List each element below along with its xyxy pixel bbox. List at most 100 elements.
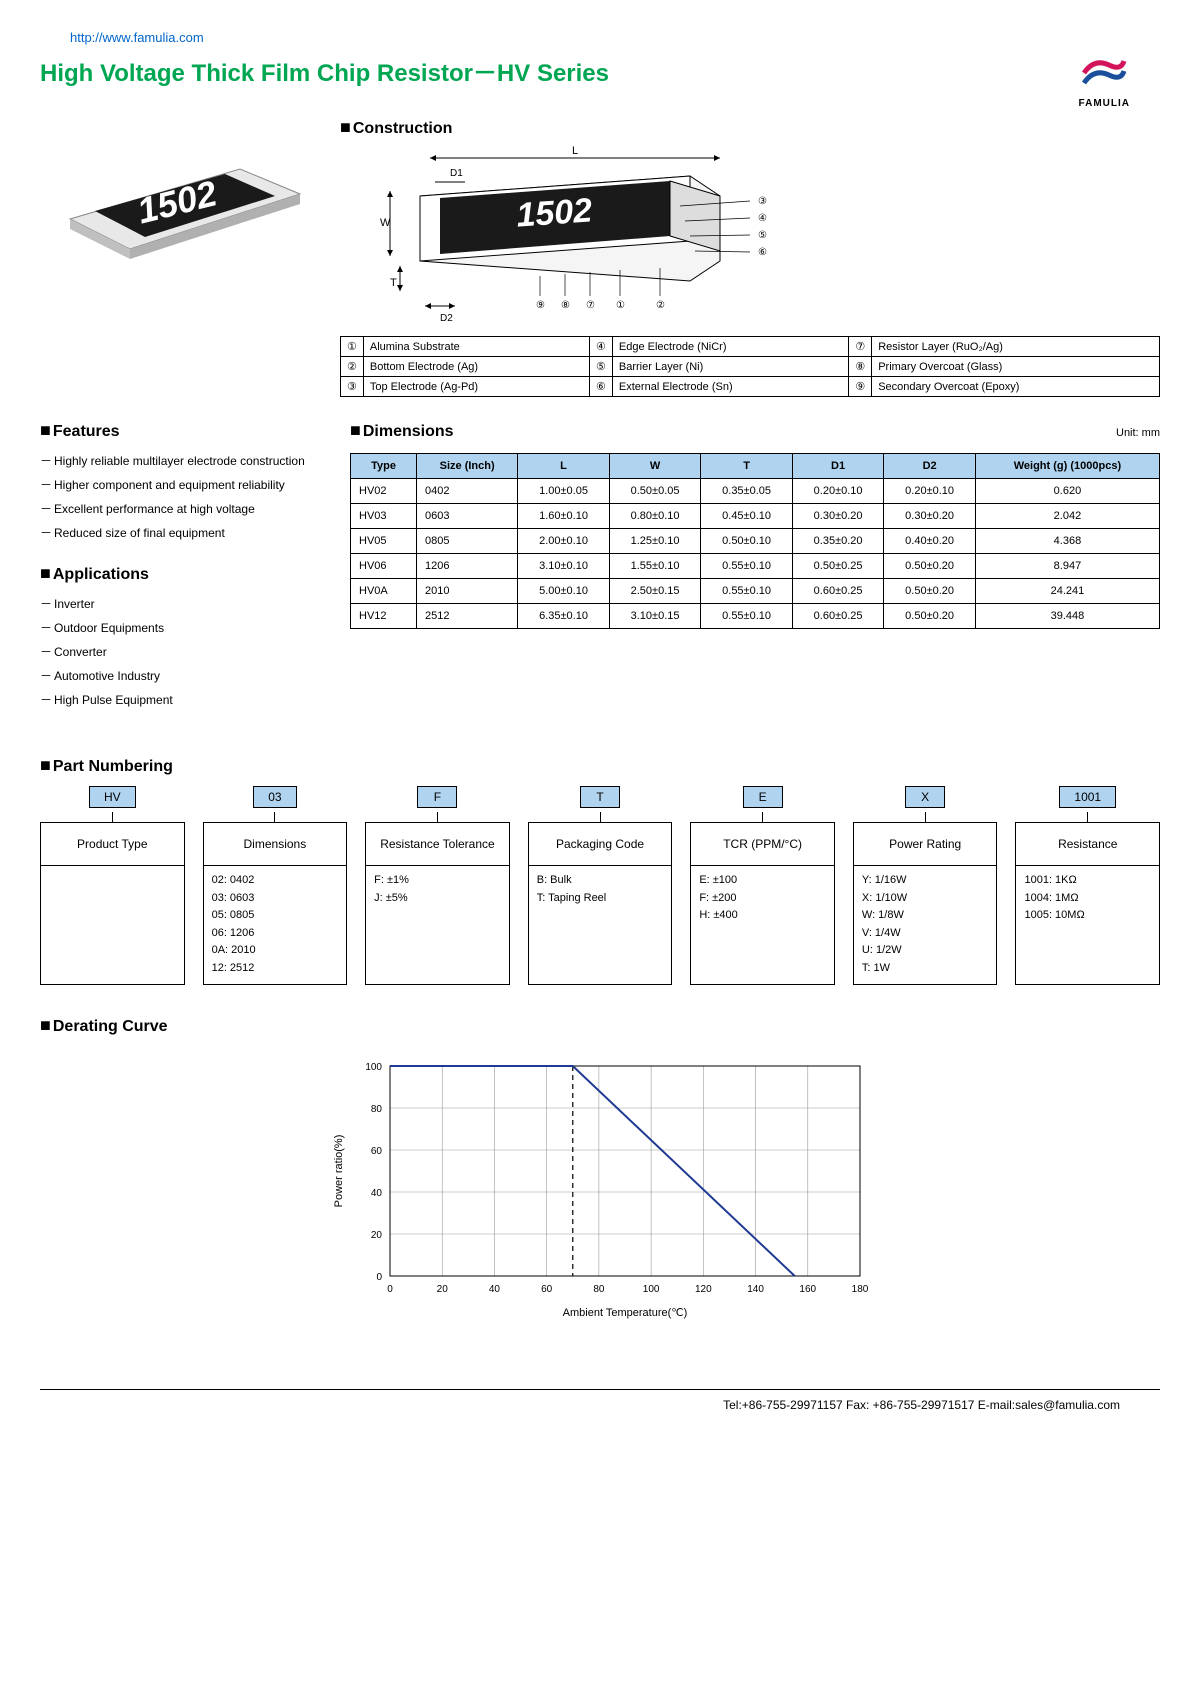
table-header: D2 [884,454,976,479]
mid-section: Features Highly reliable multilayer elec… [40,412,1160,730]
legend-cell: Resistor Layer (RuO₂/Ag) [872,337,1160,357]
brand-name: FAMULIA [1079,98,1130,109]
derating-section: Derating Curve 0204060801001201401601800… [40,1015,1160,1329]
svg-text:①: ① [616,300,625,311]
table-cell: 0.50±0.05 [609,479,701,504]
table-cell: 1.55±0.10 [609,554,701,579]
list-item: Inverter [40,592,320,616]
legend-cell: Alumina Substrate [363,337,589,357]
pn-column: HVProduct Type [40,786,185,985]
svg-text:0: 0 [376,1272,382,1283]
table-cell: 0.55±0.10 [701,579,793,604]
pn-options [40,865,185,985]
construction-column: Construction L W T D1 D2 1502 ③④ [340,109,1160,397]
table-cell: 2.00±0.10 [518,529,610,554]
list-item: Converter [40,640,320,664]
svg-text:180: 180 [852,1284,869,1295]
table-cell: 2010 [417,579,518,604]
part-numbering-heading: Part Numbering [40,755,1160,776]
table-cell: 0.80±0.10 [609,504,701,529]
table-cell: 6.35±0.10 [518,604,610,629]
list-item: Reduced size of final equipment [40,521,320,545]
table-cell: 0.50±0.20 [884,554,976,579]
pn-label: Resistance Tolerance [365,822,510,866]
table-header: T [701,454,793,479]
svg-text:100: 100 [643,1284,660,1295]
dimensions-heading: Dimensions [350,420,454,441]
table-cell: 1.25±0.10 [609,529,701,554]
derating-chart: 020406080100120140160180020406080100Ambi… [320,1046,880,1329]
legend-cell: Barrier Layer (Ni) [612,357,848,377]
table-cell: 1206 [417,554,518,579]
page-title: High Voltage Thick Film Chip Resistor－HV… [40,53,609,88]
table-header: Weight (g) (1000pcs) [975,454,1159,479]
legend-cell: Edge Electrode (NiCr) [612,337,848,357]
dimensions-table: TypeSize (Inch)LWTD1D2Weight (g) (1000pc… [350,453,1160,629]
list-item: Higher component and equipment reliabili… [40,473,320,497]
list-item: Automotive Industry [40,664,320,688]
list-item: Highly reliable multilayer electrode con… [40,449,320,473]
brand-logo: FAMULIA [1079,53,1130,109]
right-column: Dimensions Unit: mm TypeSize (Inch)LWTD1… [350,412,1160,730]
table-cell: 0.35±0.05 [701,479,793,504]
table-cell: 0.40±0.20 [884,529,976,554]
legend-cell: Primary Overcoat (Glass) [872,357,1160,377]
svg-text:120: 120 [695,1284,712,1295]
derating-heading: Derating Curve [40,1015,1160,1036]
pn-code: T [580,786,620,808]
svg-text:⑨: ⑨ [536,300,545,311]
table-cell: HV06 [351,554,417,579]
construction-heading: Construction [340,117,1160,138]
pn-options: F: ±1%J: ±5% [365,865,510,985]
table-header: Type [351,454,417,479]
legend-cell: ⑥ [590,377,613,397]
pn-label: Dimensions [203,822,348,866]
table-cell: 0.50±0.20 [884,604,976,629]
top-section: 1502 Construction L W T D1 D2 1502 [40,109,1160,397]
table-cell: 2.50±0.15 [609,579,701,604]
features-heading: Features [40,420,320,441]
pn-options: Y: 1/16WX: 1/10WW: 1/8WV: 1/4WU: 1/2WT: … [853,865,998,985]
table-cell: 0.50±0.25 [792,554,884,579]
svg-text:Power ratio(%): Power ratio(%) [333,1135,345,1208]
header-url[interactable]: http://www.famulia.com [70,30,1160,45]
table-cell: HV05 [351,529,417,554]
table-cell: 0.30±0.20 [792,504,884,529]
svg-text:D1: D1 [450,168,463,179]
table-cell: 0.45±0.10 [701,504,793,529]
table-cell: 0.60±0.25 [792,604,884,629]
table-cell: HV03 [351,504,417,529]
svg-text:160: 160 [799,1284,816,1295]
svg-text:D2: D2 [440,313,453,324]
pn-label: Resistance [1015,822,1160,866]
table-cell: 3.10±0.15 [609,604,701,629]
applications-heading: Applications [40,563,320,584]
svg-text:80: 80 [371,1104,383,1115]
table-header: Size (Inch) [417,454,518,479]
table-cell: 0805 [417,529,518,554]
svg-text:20: 20 [371,1230,383,1241]
svg-text:140: 140 [747,1284,764,1295]
pn-code: E [743,786,783,808]
table-cell: 24.241 [975,579,1159,604]
svg-text:W: W [380,217,391,229]
table-cell: 4.368 [975,529,1159,554]
table-header: D1 [792,454,884,479]
svg-text:80: 80 [593,1284,605,1295]
table-cell: 39.448 [975,604,1159,629]
table-cell: 0.30±0.20 [884,504,976,529]
features-list: Highly reliable multilayer electrode con… [40,449,320,545]
construction-diagram: L W T D1 D2 1502 ③④ ⑤⑥ ⑨ ⑧ ⑦ [340,146,800,326]
legend-cell: ⑦ [849,337,872,357]
svg-text:③: ③ [758,196,767,207]
legend-cell: ③ [341,377,364,397]
svg-text:40: 40 [489,1284,501,1295]
list-item: Outdoor Equipments [40,616,320,640]
pn-options: 02: 040203: 060305: 080506: 12060A: 2010… [203,865,348,985]
table-cell: 1.00±0.05 [518,479,610,504]
table-cell: 0.50±0.20 [884,579,976,604]
pn-column: 03Dimensions02: 040203: 060305: 080506: … [203,786,348,985]
table-cell: 2512 [417,604,518,629]
table-cell: 0.55±0.10 [701,604,793,629]
applications-list: InverterOutdoor EquipmentsConverterAutom… [40,592,320,712]
